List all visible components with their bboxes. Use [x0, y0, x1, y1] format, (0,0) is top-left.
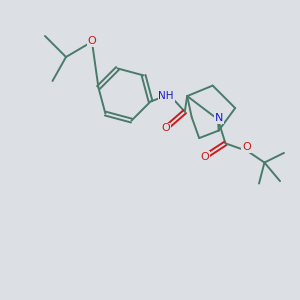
Text: O: O	[201, 152, 209, 161]
Text: NH: NH	[158, 91, 174, 101]
Text: N: N	[215, 113, 223, 123]
Text: O: O	[161, 124, 170, 134]
Text: O: O	[242, 142, 251, 152]
Text: O: O	[88, 36, 97, 46]
